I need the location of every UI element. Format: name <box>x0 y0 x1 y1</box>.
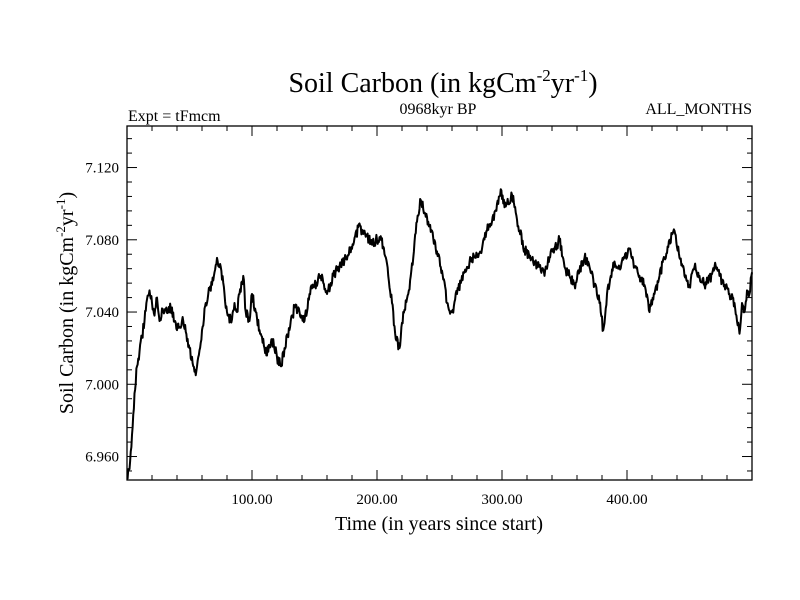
series-line-soil-carbon <box>126 188 753 480</box>
subtitle-period: 0968kyr BP <box>400 101 477 118</box>
x-axis-label: Time (in years since start) <box>335 513 543 535</box>
subtitle-months: ALL_MONTHS <box>645 101 752 118</box>
y-tick-label: 7.000 <box>85 377 119 393</box>
x-tick-label: 400.00 <box>606 492 647 508</box>
axis-tick-labels: 100.00 200.00 300.00 400.00 6.960 7.000 7.040 7… <box>85 161 647 508</box>
subtitle-experiment: Expt = tFmcm <box>128 108 221 125</box>
x-tick-label: 300.00 <box>481 492 522 508</box>
axis-ticks <box>127 126 752 480</box>
x-tick-label: 100.00 <box>231 492 272 508</box>
y-tick-label: 7.080 <box>85 233 119 249</box>
y-tick-label: 6.960 <box>85 450 119 466</box>
y-axis-label: Soil Carbon (in kgCm-2yr-1) <box>53 192 78 414</box>
x-tick-label: 200.00 <box>356 492 397 508</box>
chart-title: Soil Carbon (in kgCm-2yr-1) <box>288 66 597 99</box>
plot-frame <box>126 125 753 481</box>
y-tick-label: 7.120 <box>85 161 119 177</box>
y-tick-label: 7.040 <box>85 305 119 321</box>
